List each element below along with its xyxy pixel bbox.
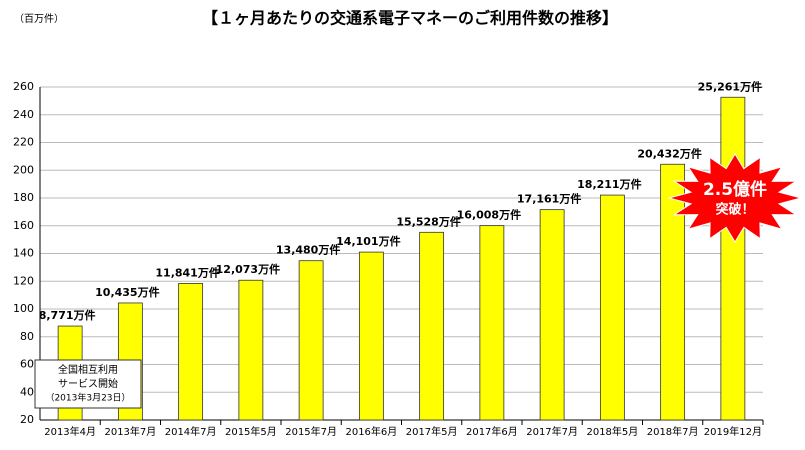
y-tick-label: 240 bbox=[13, 108, 34, 121]
annotation-text: （2013年3月23日） bbox=[45, 392, 130, 404]
y-tick-label: 20 bbox=[20, 413, 34, 426]
burst-text: 2.5億件 bbox=[703, 179, 767, 200]
x-tick-label: 2015年7月 bbox=[285, 425, 337, 438]
bar bbox=[419, 231, 445, 421]
x-tick-label: 2015年5月 bbox=[225, 425, 277, 438]
y-tick-label: 80 bbox=[20, 330, 34, 343]
x-tick-label: 2014年7月 bbox=[165, 425, 217, 438]
bar bbox=[178, 283, 204, 421]
bar bbox=[660, 163, 686, 421]
bar bbox=[358, 251, 384, 421]
x-tick-label: 2018年7月 bbox=[647, 425, 699, 438]
value-label: 8,771万件 bbox=[39, 308, 96, 322]
starburst bbox=[667, 153, 803, 243]
value-label: 17,161万件 bbox=[517, 192, 581, 206]
x-tick-label: 2017年6月 bbox=[466, 425, 518, 438]
bar bbox=[720, 96, 746, 421]
y-axis-label: （百万件） bbox=[14, 13, 64, 25]
value-label: 13,480万件 bbox=[276, 243, 340, 257]
value-label: 14,101万件 bbox=[336, 234, 400, 248]
value-label: 10,435万件 bbox=[95, 285, 159, 299]
bar bbox=[539, 209, 565, 421]
chart-title: 【１ヶ月あたりの交通系電子マネーのご利用件数の推移】 bbox=[202, 9, 618, 28]
value-label: 11,841万件 bbox=[155, 265, 219, 279]
value-label: 18,211万件 bbox=[577, 177, 641, 191]
x-tick-label: 2016年6月 bbox=[345, 425, 397, 438]
x-tick-label: 2018年5月 bbox=[586, 425, 638, 438]
bar bbox=[298, 260, 324, 421]
y-tick-label: 120 bbox=[13, 274, 34, 287]
x-tick-label: 2017年7月 bbox=[526, 425, 578, 438]
value-label: 12,073万件 bbox=[216, 262, 280, 276]
burst-text: 突破！ bbox=[715, 202, 754, 218]
y-tick-label: 100 bbox=[13, 302, 34, 315]
annotation-box bbox=[34, 359, 142, 409]
value-label: 16,008万件 bbox=[457, 208, 521, 222]
bar bbox=[599, 194, 625, 421]
annotation-text: 全国相互利用 bbox=[58, 363, 118, 376]
value-label: 25,261万件 bbox=[698, 79, 762, 93]
y-tick-label: 200 bbox=[13, 163, 34, 176]
y-tick-label: 60 bbox=[20, 358, 34, 371]
bar bbox=[238, 279, 264, 421]
x-tick-label: 2017年5月 bbox=[406, 425, 458, 438]
value-label: 20,432万件 bbox=[637, 146, 701, 160]
y-tick-label: 180 bbox=[13, 191, 34, 204]
y-tick-label: 220 bbox=[13, 136, 34, 149]
y-tick-label: 140 bbox=[13, 247, 34, 260]
bar bbox=[479, 225, 505, 421]
annotation-text: サービス開始 bbox=[58, 377, 118, 390]
y-tick-label: 160 bbox=[13, 219, 34, 232]
x-tick-label: 2013年4月 bbox=[44, 425, 96, 438]
y-tick-label: 40 bbox=[20, 385, 34, 398]
x-tick-label: 2019年12月 bbox=[704, 425, 762, 438]
value-label: 15,528万件 bbox=[396, 214, 460, 228]
x-tick-label: 2013年7月 bbox=[104, 425, 156, 438]
y-tick-label: 260 bbox=[13, 80, 34, 93]
